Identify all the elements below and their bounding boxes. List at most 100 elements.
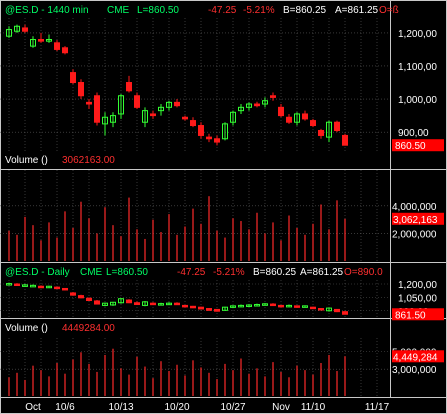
y-tick-label: 1,200,00 <box>398 280 437 291</box>
candle-down <box>62 287 68 291</box>
candle-up <box>246 304 252 307</box>
volume-panel-1440[interactable]: Volume () 3062163.00 4,000,000 2,000,000 3… <box>5 155 444 261</box>
last-price-tag <box>392 308 444 321</box>
x-tick-label: 10/20 <box>164 402 189 413</box>
last-price-tag-label: 861.50 <box>395 310 426 321</box>
candle-down <box>254 103 260 107</box>
candle-up <box>262 100 268 105</box>
candle-up <box>102 302 108 306</box>
candle-down <box>286 116 292 123</box>
candle-down <box>318 308 324 311</box>
open-label: O=ß <box>379 5 399 16</box>
ask-label: A=861.25 <box>300 267 344 278</box>
candle-down <box>62 47 68 54</box>
y-tick-label: 1,050,00 <box>398 293 437 304</box>
candle-down <box>206 136 212 140</box>
candle-down <box>270 303 276 307</box>
candle-up <box>254 304 260 307</box>
x-tick-label: 10/27 <box>220 402 245 413</box>
candle-down <box>126 299 132 304</box>
candle-down <box>334 308 340 313</box>
candle-down <box>134 302 140 306</box>
net-change-label: -47.25 <box>177 267 206 278</box>
candle-down <box>86 297 92 302</box>
y-tick-label: 1,200,00 <box>398 29 437 40</box>
candle-up <box>110 301 116 306</box>
candles-daily <box>6 282 348 315</box>
candle-down <box>190 120 196 127</box>
last-volume-tag-label: 4,449,284 <box>393 352 438 363</box>
volume-panel-daily[interactable]: Volume () 4449284.00 5,000,0003,000,0004… <box>5 323 444 396</box>
last-price-label: L=860.50 <box>137 5 179 16</box>
candle-down <box>342 311 348 315</box>
y-tick-label: 2,000,000 <box>392 229 437 240</box>
candle-down <box>190 305 196 309</box>
last-price-tag-label: 860.50 <box>395 141 426 152</box>
candle-down <box>174 302 180 306</box>
candle-up <box>14 25 20 32</box>
price-panel-daily[interactable]: @ES.D - Daily CME L=860.50 -47.25 -5.21%… <box>5 267 444 321</box>
candle-up <box>326 307 332 312</box>
candle-down <box>78 82 84 97</box>
x-tick-label: 11/10 <box>301 402 326 413</box>
volume-bars-daily <box>8 348 346 396</box>
panel-daily-header: @ES.D - Daily CME L=860.50 -47.25 -5.21%… <box>5 267 383 278</box>
candle-up <box>166 101 172 108</box>
candle-down <box>22 27 28 32</box>
candle-up <box>30 284 36 288</box>
candle-down <box>334 121 340 131</box>
candle-down <box>134 95 140 108</box>
pct-change-label: -5.21% <box>243 5 275 16</box>
bid-label: B=860.25 <box>253 267 297 278</box>
exchange-label: CME <box>80 267 103 278</box>
candle-down <box>174 101 180 107</box>
candle-down <box>14 283 20 287</box>
candle-up <box>222 306 228 311</box>
candle-up <box>118 298 124 304</box>
candles-1440 <box>6 24 348 146</box>
candle-down <box>54 42 60 50</box>
candle-up <box>142 110 148 123</box>
candle-up <box>238 106 244 112</box>
price-scale-1440: 1,200,00 1,100,00 1,000,00 900,00 860.50 <box>392 29 444 152</box>
candle-down <box>126 82 132 92</box>
candle-down <box>150 302 156 306</box>
candle-down <box>214 308 220 312</box>
date-axis: Oct 10/6 10/13 10/20 10/27 Nov 11/10 11/17 <box>25 402 389 413</box>
candle-up <box>238 304 244 308</box>
last-volume-tag-label: 3,062,163 <box>393 215 438 226</box>
candle-down <box>310 120 316 127</box>
price-panel-1440[interactable]: @ES.D - 1440 min CME L=860.50 -47.25 -5.… <box>5 5 444 152</box>
candle-up <box>158 303 164 306</box>
candle-up <box>46 285 52 289</box>
candle-up <box>222 123 228 140</box>
last-price-label: L=860.50 <box>106 267 148 278</box>
candle-up <box>246 103 252 108</box>
candle-down <box>198 306 204 310</box>
candle-up <box>286 304 292 308</box>
net-change-label: -47.25 <box>208 5 237 16</box>
volume-value: 4449284.00 <box>62 323 115 334</box>
volume-scale-1440: 4,000,000 2,000,000 3,062,163 <box>392 202 444 240</box>
candle-down <box>278 106 284 117</box>
candle-up <box>6 283 12 286</box>
volume-value: 3062163.00 <box>62 155 115 166</box>
candle-down <box>94 95 100 123</box>
volume-label: Volume () <box>5 155 48 166</box>
candle-down <box>294 305 300 308</box>
last-volume-tag <box>392 350 444 363</box>
candle-down <box>70 292 76 296</box>
y-tick-label: 1,000,00 <box>398 95 437 106</box>
bid-label: B=860.25 <box>283 5 327 16</box>
candle-down <box>198 125 204 136</box>
pct-change-label: -5.21% <box>213 267 245 278</box>
candle-down <box>270 95 276 98</box>
candle-down <box>86 101 92 105</box>
candle-up <box>30 39 36 47</box>
candle-up <box>326 121 332 138</box>
x-tick-label: Oct <box>25 402 41 413</box>
candle-up <box>230 305 236 308</box>
symbol-label: @ES.D - Daily <box>5 267 70 278</box>
